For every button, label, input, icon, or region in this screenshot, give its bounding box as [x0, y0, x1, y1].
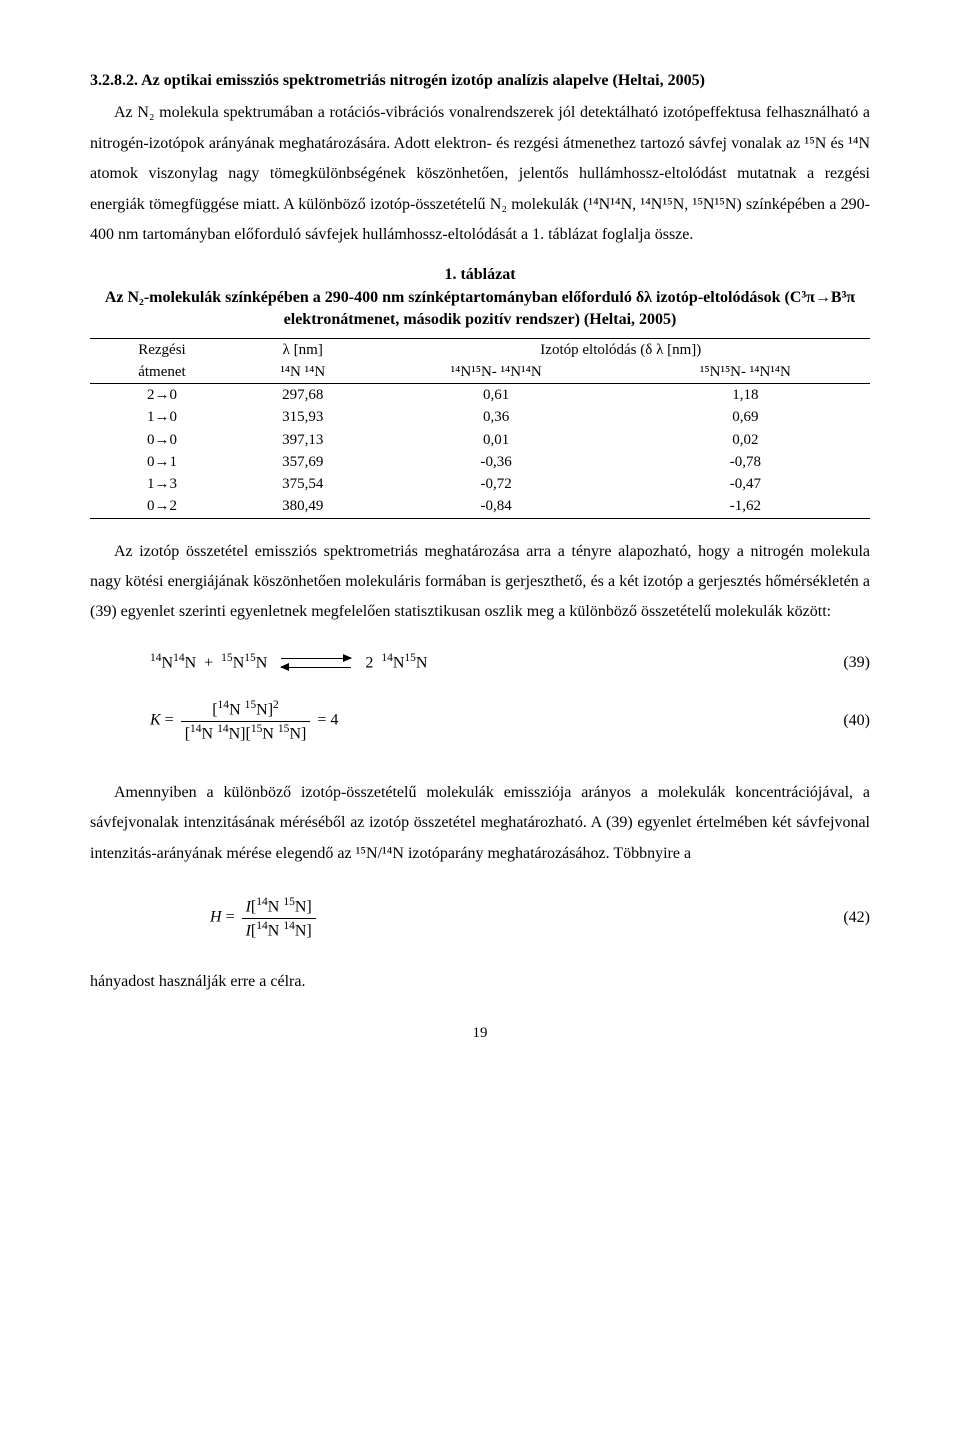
- section-heading: 3.2.8.2. Az optikai emissziós spektromet…: [90, 70, 870, 92]
- table-cell: 0→0: [90, 429, 234, 451]
- table-cell: -1,62: [621, 495, 870, 518]
- col-header: ¹⁴N¹⁵N- ¹⁴N¹⁴N: [372, 361, 621, 384]
- equation-number: (39): [843, 648, 870, 678]
- table-cell: 1→0: [90, 406, 234, 428]
- col-header: ¹⁵N¹⁵N- ¹⁴N¹⁴N: [621, 361, 870, 384]
- equation-block: 14N14N + 15N15N 2 14N15N (39) K = [14N 1…: [150, 648, 870, 744]
- table-cell: 0,61: [372, 384, 621, 407]
- table-cell: 1,18: [621, 384, 870, 407]
- col-header: λ [nm]: [234, 338, 372, 361]
- table-cell: -0,36: [372, 451, 621, 473]
- col-header: Izotóp eltolódás (δ λ [nm]): [372, 338, 870, 361]
- table-cell: 0,69: [621, 406, 870, 428]
- table-title-line2: Az N₂-molekulák színképében a 290-400 nm…: [105, 289, 855, 328]
- paragraph-3: Amennyiben a különböző izotóp-összetétel…: [90, 778, 870, 869]
- table-title: 1. táblázat Az N₂-molekulák színképében …: [90, 264, 870, 331]
- table-title-line1: 1. táblázat: [444, 266, 515, 283]
- table-row: 0→1 357,69 -0,36 -0,78: [90, 451, 870, 473]
- table-cell: 397,13: [234, 429, 372, 451]
- table-cell: -0,78: [621, 451, 870, 473]
- equation-42: H = I[14N 15N] I[14N 14N]: [210, 895, 810, 941]
- table-cell: -0,72: [372, 473, 621, 495]
- equation-block: H = I[14N 15N] I[14N 14N] (42): [150, 895, 870, 941]
- table-row: 0→2 380,49 -0,84 -1,62: [90, 495, 870, 518]
- col-header: átmenet: [90, 361, 234, 384]
- page-number: 19: [90, 1019, 870, 1048]
- table-cell: 297,68: [234, 384, 372, 407]
- table-cell: 0,02: [621, 429, 870, 451]
- table-cell: 0,01: [372, 429, 621, 451]
- col-header: Rezgési: [90, 338, 234, 361]
- table-cell: 0→2: [90, 495, 234, 518]
- paragraph-4: hányadost használják erre a célra.: [90, 967, 870, 997]
- table-cell: 375,54: [234, 473, 372, 495]
- table-cell: 380,49: [234, 495, 372, 518]
- table-row: 1→3 375,54 -0,72 -0,47: [90, 473, 870, 495]
- isotope-shift-table: Rezgési λ [nm] Izotóp eltolódás (δ λ [nm…: [90, 338, 870, 519]
- equation-40: K = [14N 15N]2 [14N 14N][15N 15N] = 4: [150, 698, 338, 744]
- equation-number: (42): [810, 903, 870, 933]
- table-cell: -0,47: [621, 473, 870, 495]
- table-cell: 357,69: [234, 451, 372, 473]
- paragraph-1: Az N₂ molekula spektrumában a rotációs-v…: [90, 98, 870, 250]
- table-row: 1→0 315,93 0,36 0,69: [90, 406, 870, 428]
- table-row: 0→0 397,13 0,01 0,02: [90, 429, 870, 451]
- table-cell: 0,36: [372, 406, 621, 428]
- table-cell: -0,84: [372, 495, 621, 518]
- equilibrium-arrows-icon: [281, 654, 351, 672]
- equation-39: 14N14N + 15N15N 2 14N15N: [150, 648, 427, 679]
- paragraph-2: Az izotóp összetétel emissziós spektrome…: [90, 537, 870, 628]
- table-cell: 315,93: [234, 406, 372, 428]
- equation-number: (40): [843, 706, 870, 736]
- table-cell: 2→0: [90, 384, 234, 407]
- col-header: ¹⁴N ¹⁴N: [234, 361, 372, 384]
- table-cell: 1→3: [90, 473, 234, 495]
- table-row: 2→0 297,68 0,61 1,18: [90, 384, 870, 407]
- table-cell: 0→1: [90, 451, 234, 473]
